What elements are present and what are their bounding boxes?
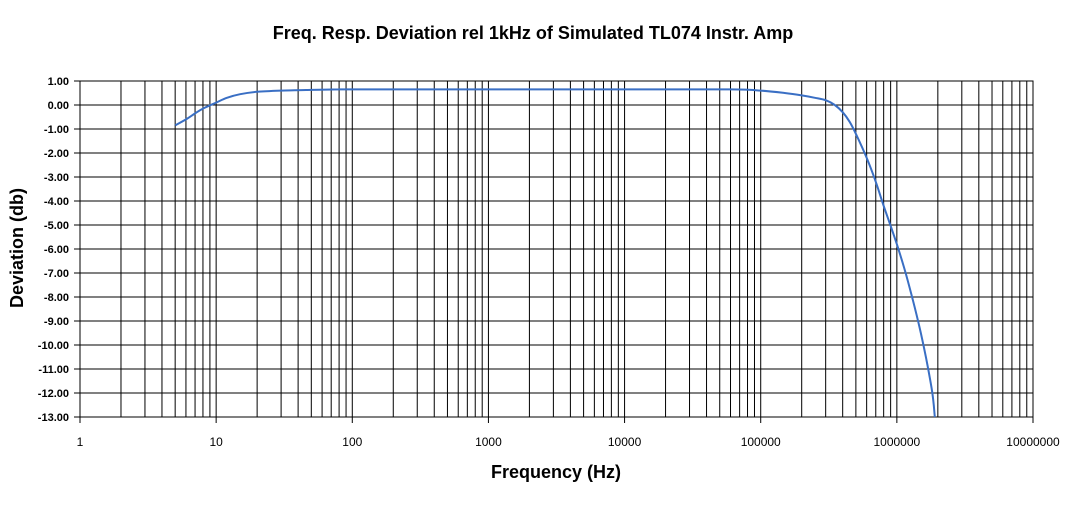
- y-tick-label: -4.00: [44, 196, 69, 208]
- x-tick-label: 1000: [475, 435, 502, 449]
- x-tick-label: 10000000: [1006, 435, 1060, 449]
- x-tick-label: 10000: [608, 435, 642, 449]
- y-tick-label: -11.00: [38, 364, 69, 376]
- y-tick-label: -5.00: [44, 220, 69, 232]
- y-tick-label: -6.00: [44, 244, 69, 256]
- y-tick-label: -8.00: [44, 292, 69, 304]
- y-axis-ticks: 1.00 0.00 -1.00 -2.00 -3.00 -4.00 -5.00 -6.00 -7…: [38, 76, 80, 424]
- x-tick-label: 1: [77, 435, 84, 449]
- y-tick-label: -2.00: [44, 148, 69, 160]
- y-tick-label: -10.00: [38, 340, 69, 352]
- chart-title: Freq. Resp. Deviation rel 1kHz of Simula…: [273, 23, 793, 43]
- x-axis-title: Frequency (Hz): [491, 462, 621, 482]
- x-tick-label: 100: [342, 435, 362, 449]
- y-axis-title: Deviation (db): [7, 188, 27, 308]
- y-tick-label: 0.00: [48, 100, 69, 112]
- x-axis-ticks: 1 10 100 1000 10000 100000 1000000 10000000: [77, 417, 1060, 449]
- x-tick-label: 100000: [741, 435, 781, 449]
- y-tick-label: -3.00: [44, 172, 69, 184]
- y-tick-label: 1.00: [48, 76, 69, 88]
- grid: [79, 80, 1034, 418]
- x-tick-label: 10: [209, 435, 223, 449]
- y-tick-label: -13.00: [38, 412, 69, 424]
- series-line: [174, 88, 936, 418]
- y-tick-label: -12.00: [38, 388, 69, 400]
- y-tick-label: -1.00: [44, 124, 69, 136]
- x-tick-label: 1000000: [873, 435, 920, 449]
- y-tick-label: -7.00: [44, 268, 69, 280]
- y-tick-label: -9.00: [44, 316, 69, 328]
- series-layer: [174, 88, 936, 418]
